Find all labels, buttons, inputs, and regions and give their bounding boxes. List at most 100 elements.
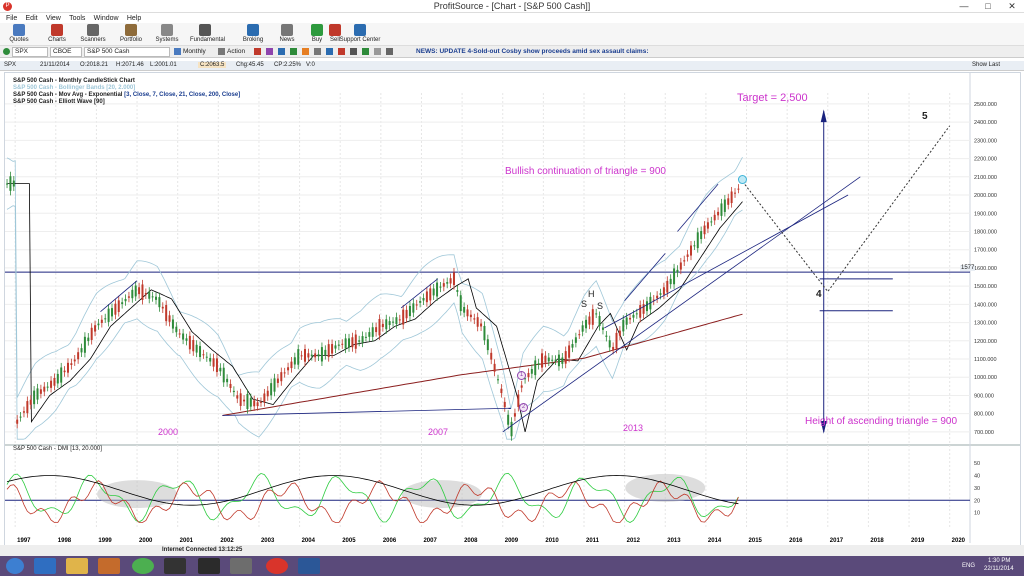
word-icon[interactable] (298, 558, 320, 574)
toolbar-buy-button[interactable]: Buy (302, 23, 332, 46)
candle-body (608, 340, 611, 348)
candle-body (554, 359, 557, 361)
x-tick-label: 2003 (261, 538, 275, 544)
toolbar-sell-button[interactable]: Sell (320, 23, 350, 46)
candle-body (378, 319, 381, 336)
indicator-tick-label: 10 (974, 511, 980, 517)
candle-body (307, 353, 310, 358)
media-icon[interactable] (98, 558, 120, 574)
period-select[interactable]: Monthly (183, 48, 206, 55)
menu-view[interactable]: View (45, 15, 61, 22)
x-tick-label: 2020 (952, 538, 966, 544)
toolbar-quotes-button[interactable]: Quotes (4, 23, 34, 46)
candle-body (585, 319, 588, 329)
symbol-input[interactable]: SPX (12, 47, 48, 57)
x-tick-label: 2009 (505, 538, 519, 544)
chart-panel[interactable]: 1997 1998 1999 2000 2001 2002 2003 2004 2005 2006… (4, 72, 1021, 555)
toolbar-portfolio-button[interactable]: Portfolio (116, 23, 146, 46)
y-tick-label: 2000.000 (974, 193, 997, 199)
candle-body (368, 332, 371, 337)
candle-body (53, 378, 56, 386)
menu-help[interactable]: Help (126, 15, 142, 22)
toolbar-news-button[interactable]: News (272, 23, 302, 46)
maximize-button[interactable]: □ (985, 1, 991, 11)
projected-wave-path (742, 125, 951, 293)
toolbar-label: Buy (311, 37, 323, 43)
legend-ema-params: [3, Close, 7, Close, 21, Close, 200, Clo… (124, 92, 241, 98)
candle-body (287, 367, 290, 371)
candle-body (141, 284, 144, 300)
terminal-icon[interactable] (198, 558, 220, 574)
profitsource-taskbar-icon[interactable] (266, 558, 288, 574)
y-tick-label: 800.000 (974, 412, 994, 418)
menu-edit[interactable]: Edit (25, 15, 38, 22)
candle-body (429, 288, 432, 301)
toolbar-fundamental-button[interactable]: Fundamental (190, 23, 225, 46)
toolbar-label: Charts (48, 37, 66, 43)
candle-body (341, 343, 344, 345)
minimize-button[interactable]: — (959, 1, 969, 11)
go-icon[interactable] (3, 48, 10, 55)
candle-body (392, 321, 395, 323)
candle-body (215, 358, 218, 373)
toolbar-charts-button[interactable]: Charts (42, 23, 72, 46)
candle-body (381, 323, 384, 328)
explorer-icon[interactable] (66, 558, 88, 574)
y-tick-label: 1500.000 (974, 284, 997, 290)
toolbar-support-center-button[interactable]: Support Center (338, 23, 382, 46)
show-last-toggle[interactable]: Show Last (972, 62, 1001, 68)
candle-body (507, 414, 510, 425)
candle-body (212, 358, 215, 367)
candle-body (700, 231, 703, 240)
candle-body (500, 388, 503, 394)
toolbar-broking-button[interactable]: Broking (238, 23, 268, 46)
candle-body (259, 401, 262, 403)
candle-body (222, 367, 225, 383)
viewer-icon[interactable] (230, 558, 252, 574)
toolbar-scanners-button[interactable]: Scanners (78, 23, 108, 46)
indicator-legend: S&P 500 Cash - DMI [13, 20.000] (13, 446, 102, 452)
toolbar-label: News (279, 37, 295, 43)
candle-body (730, 191, 733, 204)
candle-body (33, 390, 36, 405)
ie-icon[interactable] (34, 558, 56, 574)
broking-icon (247, 24, 259, 36)
toolbar-systems-button[interactable]: Systems (152, 23, 182, 46)
action-menu[interactable]: Action (227, 48, 246, 55)
menu-file[interactable]: File (6, 15, 18, 22)
symbol-bar: SPX CBOE S&P 500 Cash Monthly Action NEW… (0, 46, 1024, 58)
candle-body (361, 336, 364, 343)
tray-time[interactable]: 1:30 PM (988, 558, 1011, 564)
chart-tools-icons[interactable] (254, 48, 404, 56)
news-ticker[interactable]: NEWS: UPDATE 4-Sold-out Cosby show proce… (416, 48, 649, 55)
x-tick-label: 2010 (545, 538, 559, 544)
candle-body (182, 333, 185, 340)
candle-body (517, 394, 520, 407)
calculator-icon[interactable] (164, 558, 186, 574)
tray-lang[interactable]: ENG (962, 563, 976, 569)
candle-body (314, 353, 317, 358)
menu-window[interactable]: Window (93, 15, 119, 22)
menu-tools[interactable]: Tools (69, 15, 86, 22)
candle-body (544, 355, 547, 363)
chrome-icon[interactable] (132, 558, 154, 574)
start-icon[interactable] (6, 558, 24, 574)
candle-body (199, 346, 202, 357)
security-name-field[interactable]: S&P 500 Cash (84, 47, 170, 57)
candle-body (720, 203, 723, 216)
candle-body (114, 303, 117, 315)
candle-body (706, 222, 709, 229)
x-tick-label: 2007 (423, 538, 437, 544)
toolbar-label: Broking (242, 37, 264, 43)
tray-date[interactable]: 22/11/2014 (984, 566, 1014, 572)
candle-body (320, 347, 323, 362)
candle-body (331, 344, 334, 354)
exchange-select[interactable]: CBOE (50, 47, 82, 57)
candle-body (561, 357, 564, 364)
target-annotation: Target = 2,500 (737, 92, 808, 104)
candle-body (402, 309, 405, 325)
candle-body (60, 367, 63, 383)
candle-body (97, 323, 100, 326)
close-button[interactable]: ✕ (1008, 1, 1016, 11)
shoulder-left-label: S (581, 299, 588, 309)
